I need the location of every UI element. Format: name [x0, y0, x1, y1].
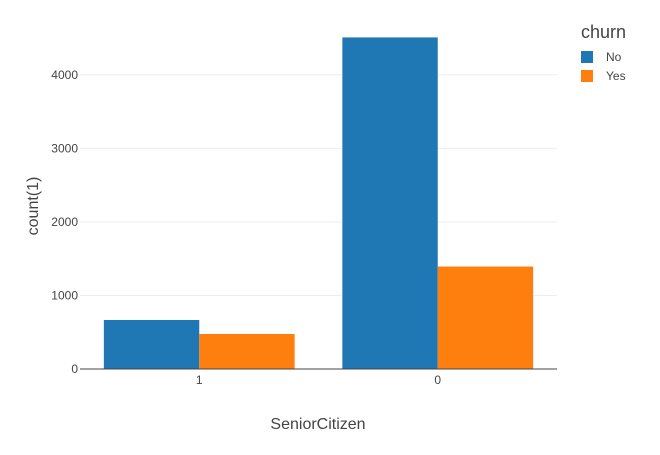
x-axis-title: SeniorCitizen — [270, 416, 365, 433]
legend-label-no: No — [606, 50, 622, 64]
bar-yes-0 — [437, 266, 534, 369]
y-tick-label: 0 — [71, 362, 78, 376]
legend-title: churn — [581, 22, 626, 42]
x-tick-label: 1 — [196, 373, 203, 387]
legend-swatch-no — [581, 51, 593, 63]
y-tick-label: 2000 — [51, 215, 78, 229]
legend-items: No Yes — [581, 50, 626, 83]
y-tick-label: 4000 — [51, 68, 78, 82]
legend-swatch-yes — [581, 70, 593, 82]
legend-label-yes: Yes — [606, 69, 626, 83]
bar-no-0 — [342, 37, 438, 370]
axes: 0 1000 2000 3000 4000 1 0 — [51, 68, 557, 387]
bars — [103, 37, 534, 370]
bar-no-1 — [103, 320, 200, 369]
bar-yes-1 — [199, 333, 295, 369]
x-tick-label: 0 — [434, 373, 441, 387]
y-tick-label: 3000 — [51, 141, 78, 155]
y-tick-label: 1000 — [51, 288, 78, 302]
legend: churn No Yes — [581, 22, 626, 83]
y-axis-title: count(1) — [25, 177, 42, 236]
gridlines — [80, 74, 557, 296]
